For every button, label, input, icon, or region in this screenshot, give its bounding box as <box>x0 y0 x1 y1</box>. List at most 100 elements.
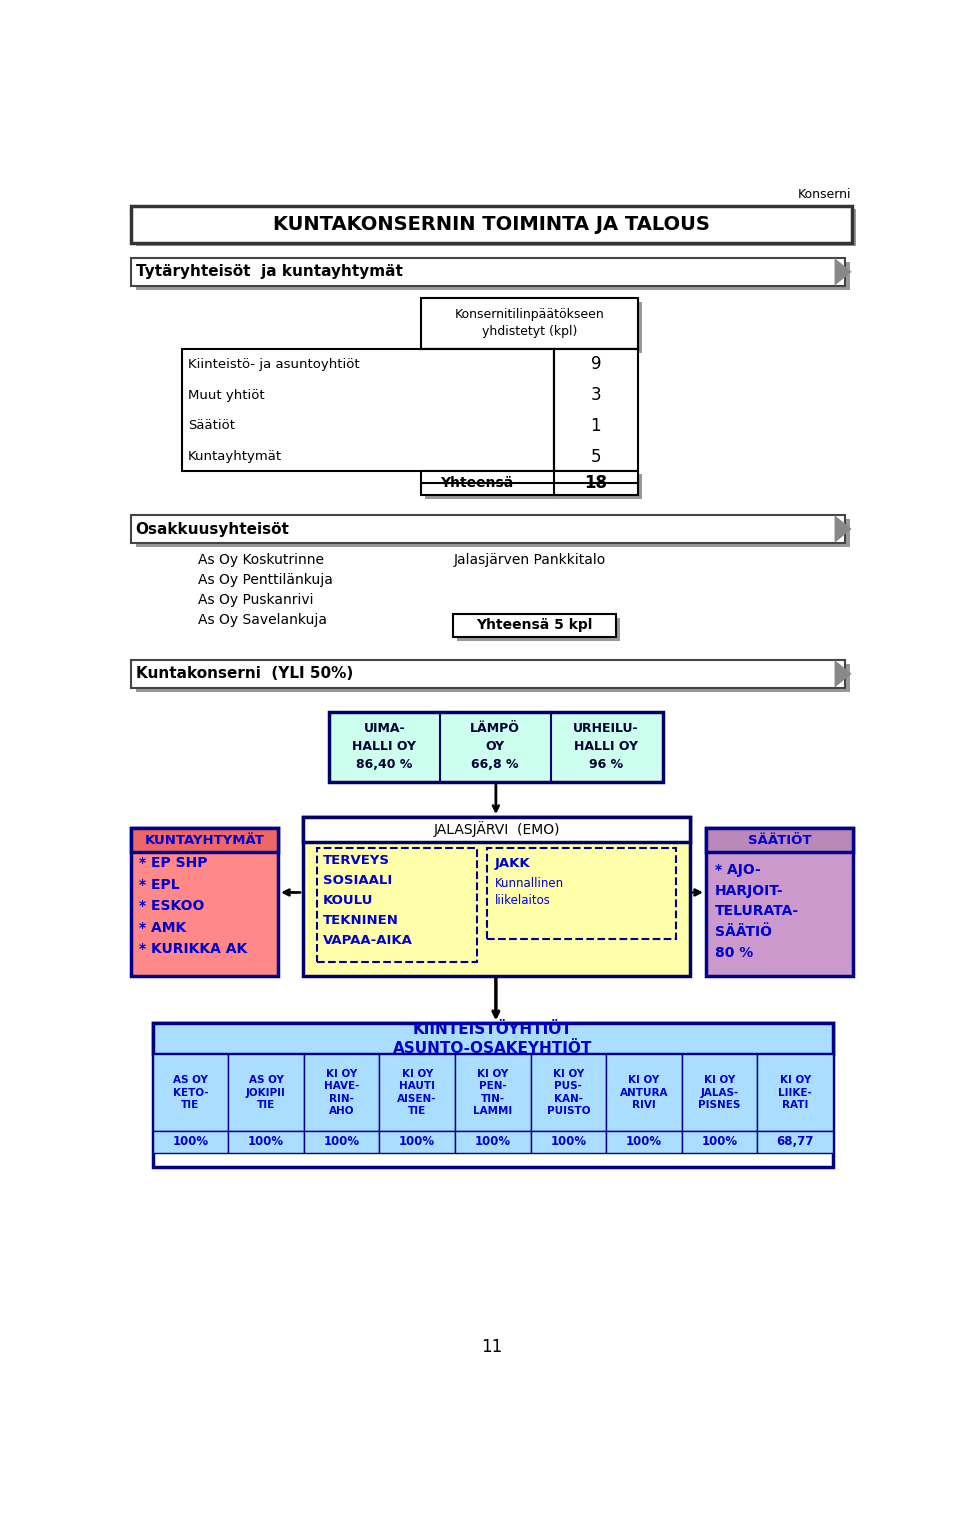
Text: * ESKOO: * ESKOO <box>138 899 204 913</box>
Text: Osakkuusyhteisöt: Osakkuusyhteisöt <box>135 522 289 537</box>
FancyBboxPatch shape <box>706 828 853 853</box>
Text: AS OY
JOKIPII
TIE: AS OY JOKIPII TIE <box>246 1075 286 1111</box>
FancyBboxPatch shape <box>424 302 641 353</box>
Text: KI OY
PUS-
KAN-
PUISTO: KI OY PUS- KAN- PUISTO <box>546 1069 590 1117</box>
Text: * KURIKKA AK: * KURIKKA AK <box>138 942 247 957</box>
FancyBboxPatch shape <box>131 258 846 285</box>
Polygon shape <box>834 660 852 687</box>
FancyBboxPatch shape <box>153 1023 833 1054</box>
Text: 3: 3 <box>590 387 601 403</box>
Text: Kunnallinen
liikelaitos: Kunnallinen liikelaitos <box>495 877 564 908</box>
Text: JAKK: JAKK <box>495 856 531 870</box>
Text: 100%: 100% <box>324 1135 360 1149</box>
FancyBboxPatch shape <box>131 828 278 976</box>
Text: Kuntakonserni  (YLI 50%): Kuntakonserni (YLI 50%) <box>135 666 352 681</box>
FancyBboxPatch shape <box>135 664 850 692</box>
Text: 9: 9 <box>590 356 601 373</box>
Text: Yhteensä: Yhteensä <box>440 476 514 489</box>
FancyBboxPatch shape <box>455 1131 531 1152</box>
FancyBboxPatch shape <box>131 515 846 543</box>
Text: yhdistetyt (kpl): yhdistetyt (kpl) <box>482 325 577 339</box>
Text: 5: 5 <box>590 448 601 466</box>
Text: * EPL: * EPL <box>138 877 180 891</box>
Text: Muut yhtiöt: Muut yhtiöt <box>188 388 265 402</box>
Text: KUNTAKONSERNIN TOIMINTA JA TALOUS: KUNTAKONSERNIN TOIMINTA JA TALOUS <box>273 215 709 233</box>
FancyBboxPatch shape <box>228 1054 303 1131</box>
FancyBboxPatch shape <box>182 348 554 471</box>
FancyBboxPatch shape <box>606 1054 682 1131</box>
FancyBboxPatch shape <box>329 712 662 782</box>
Text: KI OY
HAVE-
RIN-
AHO: KI OY HAVE- RIN- AHO <box>324 1069 359 1117</box>
FancyBboxPatch shape <box>757 1054 833 1131</box>
Text: 100%: 100% <box>399 1135 435 1149</box>
Text: Kuntayhtymät: Kuntayhtymät <box>188 449 282 463</box>
FancyBboxPatch shape <box>606 1131 682 1152</box>
Text: 100%: 100% <box>474 1135 511 1149</box>
Text: LÄMPÖ
OY
66,8 %: LÄMPÖ OY 66,8 % <box>470 723 520 772</box>
Text: 1: 1 <box>590 417 601 434</box>
Text: KIINTEISTÖYHTIÖT
ASUNTO-OSAKEYHTIÖT: KIINTEISTÖYHTIÖT ASUNTO-OSAKEYHTIÖT <box>393 1022 592 1055</box>
FancyBboxPatch shape <box>379 1131 455 1152</box>
Text: SÄÄTIÖT: SÄÄTIÖT <box>748 833 811 847</box>
FancyBboxPatch shape <box>420 298 637 348</box>
Text: KI OY
ANTURA
RIVI: KI OY ANTURA RIVI <box>620 1075 668 1111</box>
FancyBboxPatch shape <box>424 474 641 499</box>
FancyBboxPatch shape <box>682 1054 757 1131</box>
FancyBboxPatch shape <box>228 1131 303 1152</box>
Text: 18: 18 <box>585 474 608 492</box>
Text: Jalasjärven Pankkitalo: Jalasjärven Pankkitalo <box>453 552 606 568</box>
Text: Konserni: Konserni <box>798 189 852 201</box>
FancyBboxPatch shape <box>303 1131 379 1152</box>
FancyBboxPatch shape <box>457 618 620 641</box>
Text: As Oy Penttilänkuja: As Oy Penttilänkuja <box>198 572 332 588</box>
Polygon shape <box>834 258 852 285</box>
Text: 11: 11 <box>481 1338 503 1356</box>
FancyBboxPatch shape <box>531 1131 606 1152</box>
Text: TERVEYS
SOSIAALI
KOULU
TEKNINEN
VAPAA-AIKA: TERVEYS SOSIAALI KOULU TEKNINEN VAPAA-AI… <box>324 854 413 946</box>
Text: KI OY
LIIKE-
RATI: KI OY LIIKE- RATI <box>779 1075 812 1111</box>
Text: 100%: 100% <box>550 1135 587 1149</box>
Text: UIMA-
HALLI OY
86,40 %: UIMA- HALLI OY 86,40 % <box>352 723 417 772</box>
FancyBboxPatch shape <box>135 210 856 247</box>
Text: 100%: 100% <box>702 1135 737 1149</box>
Text: KI OY
HAUTI
AISEN-
TIE: KI OY HAUTI AISEN- TIE <box>397 1069 437 1117</box>
Text: 100%: 100% <box>172 1135 208 1149</box>
FancyBboxPatch shape <box>303 818 690 842</box>
FancyBboxPatch shape <box>455 1054 531 1131</box>
FancyBboxPatch shape <box>420 471 637 495</box>
Text: * AJO-
HARJOIT-
TELURATA-
SÄÄTIÖ
80 %: * AJO- HARJOIT- TELURATA- SÄÄTIÖ 80 % <box>715 864 800 960</box>
FancyBboxPatch shape <box>135 518 850 546</box>
FancyBboxPatch shape <box>153 1131 228 1152</box>
Text: Kiinteistö- ja asuntoyhtiöt: Kiinteistö- ja asuntoyhtiöt <box>188 357 360 371</box>
Text: 100%: 100% <box>248 1135 284 1149</box>
FancyBboxPatch shape <box>531 1054 606 1131</box>
Text: * EP SHP: * EP SHP <box>138 856 207 870</box>
Text: As Oy Puskanrivi: As Oy Puskanrivi <box>198 592 313 607</box>
FancyBboxPatch shape <box>153 1054 228 1131</box>
FancyBboxPatch shape <box>303 1054 379 1131</box>
Text: Tytäryhteisöt  ja kuntayhtymät: Tytäryhteisöt ja kuntayhtymät <box>135 264 402 279</box>
Text: As Oy Koskutrinne: As Oy Koskutrinne <box>198 552 324 568</box>
FancyBboxPatch shape <box>757 1131 833 1152</box>
Text: * AMK: * AMK <box>138 920 186 934</box>
Text: KUNTAYHTYMÄT: KUNTAYHTYMÄT <box>145 833 264 847</box>
Text: Säätiöt: Säätiöt <box>188 419 235 433</box>
FancyBboxPatch shape <box>379 1054 455 1131</box>
FancyBboxPatch shape <box>131 828 278 853</box>
FancyBboxPatch shape <box>131 206 852 242</box>
Text: Konsernitilinpäätökseen: Konsernitilinpäätökseen <box>454 308 604 322</box>
Text: JALASJÄRVI  (EMO): JALASJÄRVI (EMO) <box>433 821 560 838</box>
FancyBboxPatch shape <box>131 660 846 687</box>
FancyBboxPatch shape <box>135 262 850 290</box>
FancyBboxPatch shape <box>554 348 637 471</box>
FancyBboxPatch shape <box>682 1131 757 1152</box>
Text: 68,77: 68,77 <box>777 1135 814 1149</box>
Text: 100%: 100% <box>626 1135 662 1149</box>
Text: AS OY
KETO-
TIE: AS OY KETO- TIE <box>173 1075 208 1111</box>
FancyBboxPatch shape <box>706 828 853 976</box>
Text: KI OY
PEN-
TIN-
LAMMI: KI OY PEN- TIN- LAMMI <box>473 1069 513 1117</box>
FancyBboxPatch shape <box>453 614 616 637</box>
Text: KI OY
JALAS-
PISNES: KI OY JALAS- PISNES <box>699 1075 741 1111</box>
Text: Yhteensä 5 kpl: Yhteensä 5 kpl <box>476 618 593 632</box>
Polygon shape <box>834 515 852 543</box>
